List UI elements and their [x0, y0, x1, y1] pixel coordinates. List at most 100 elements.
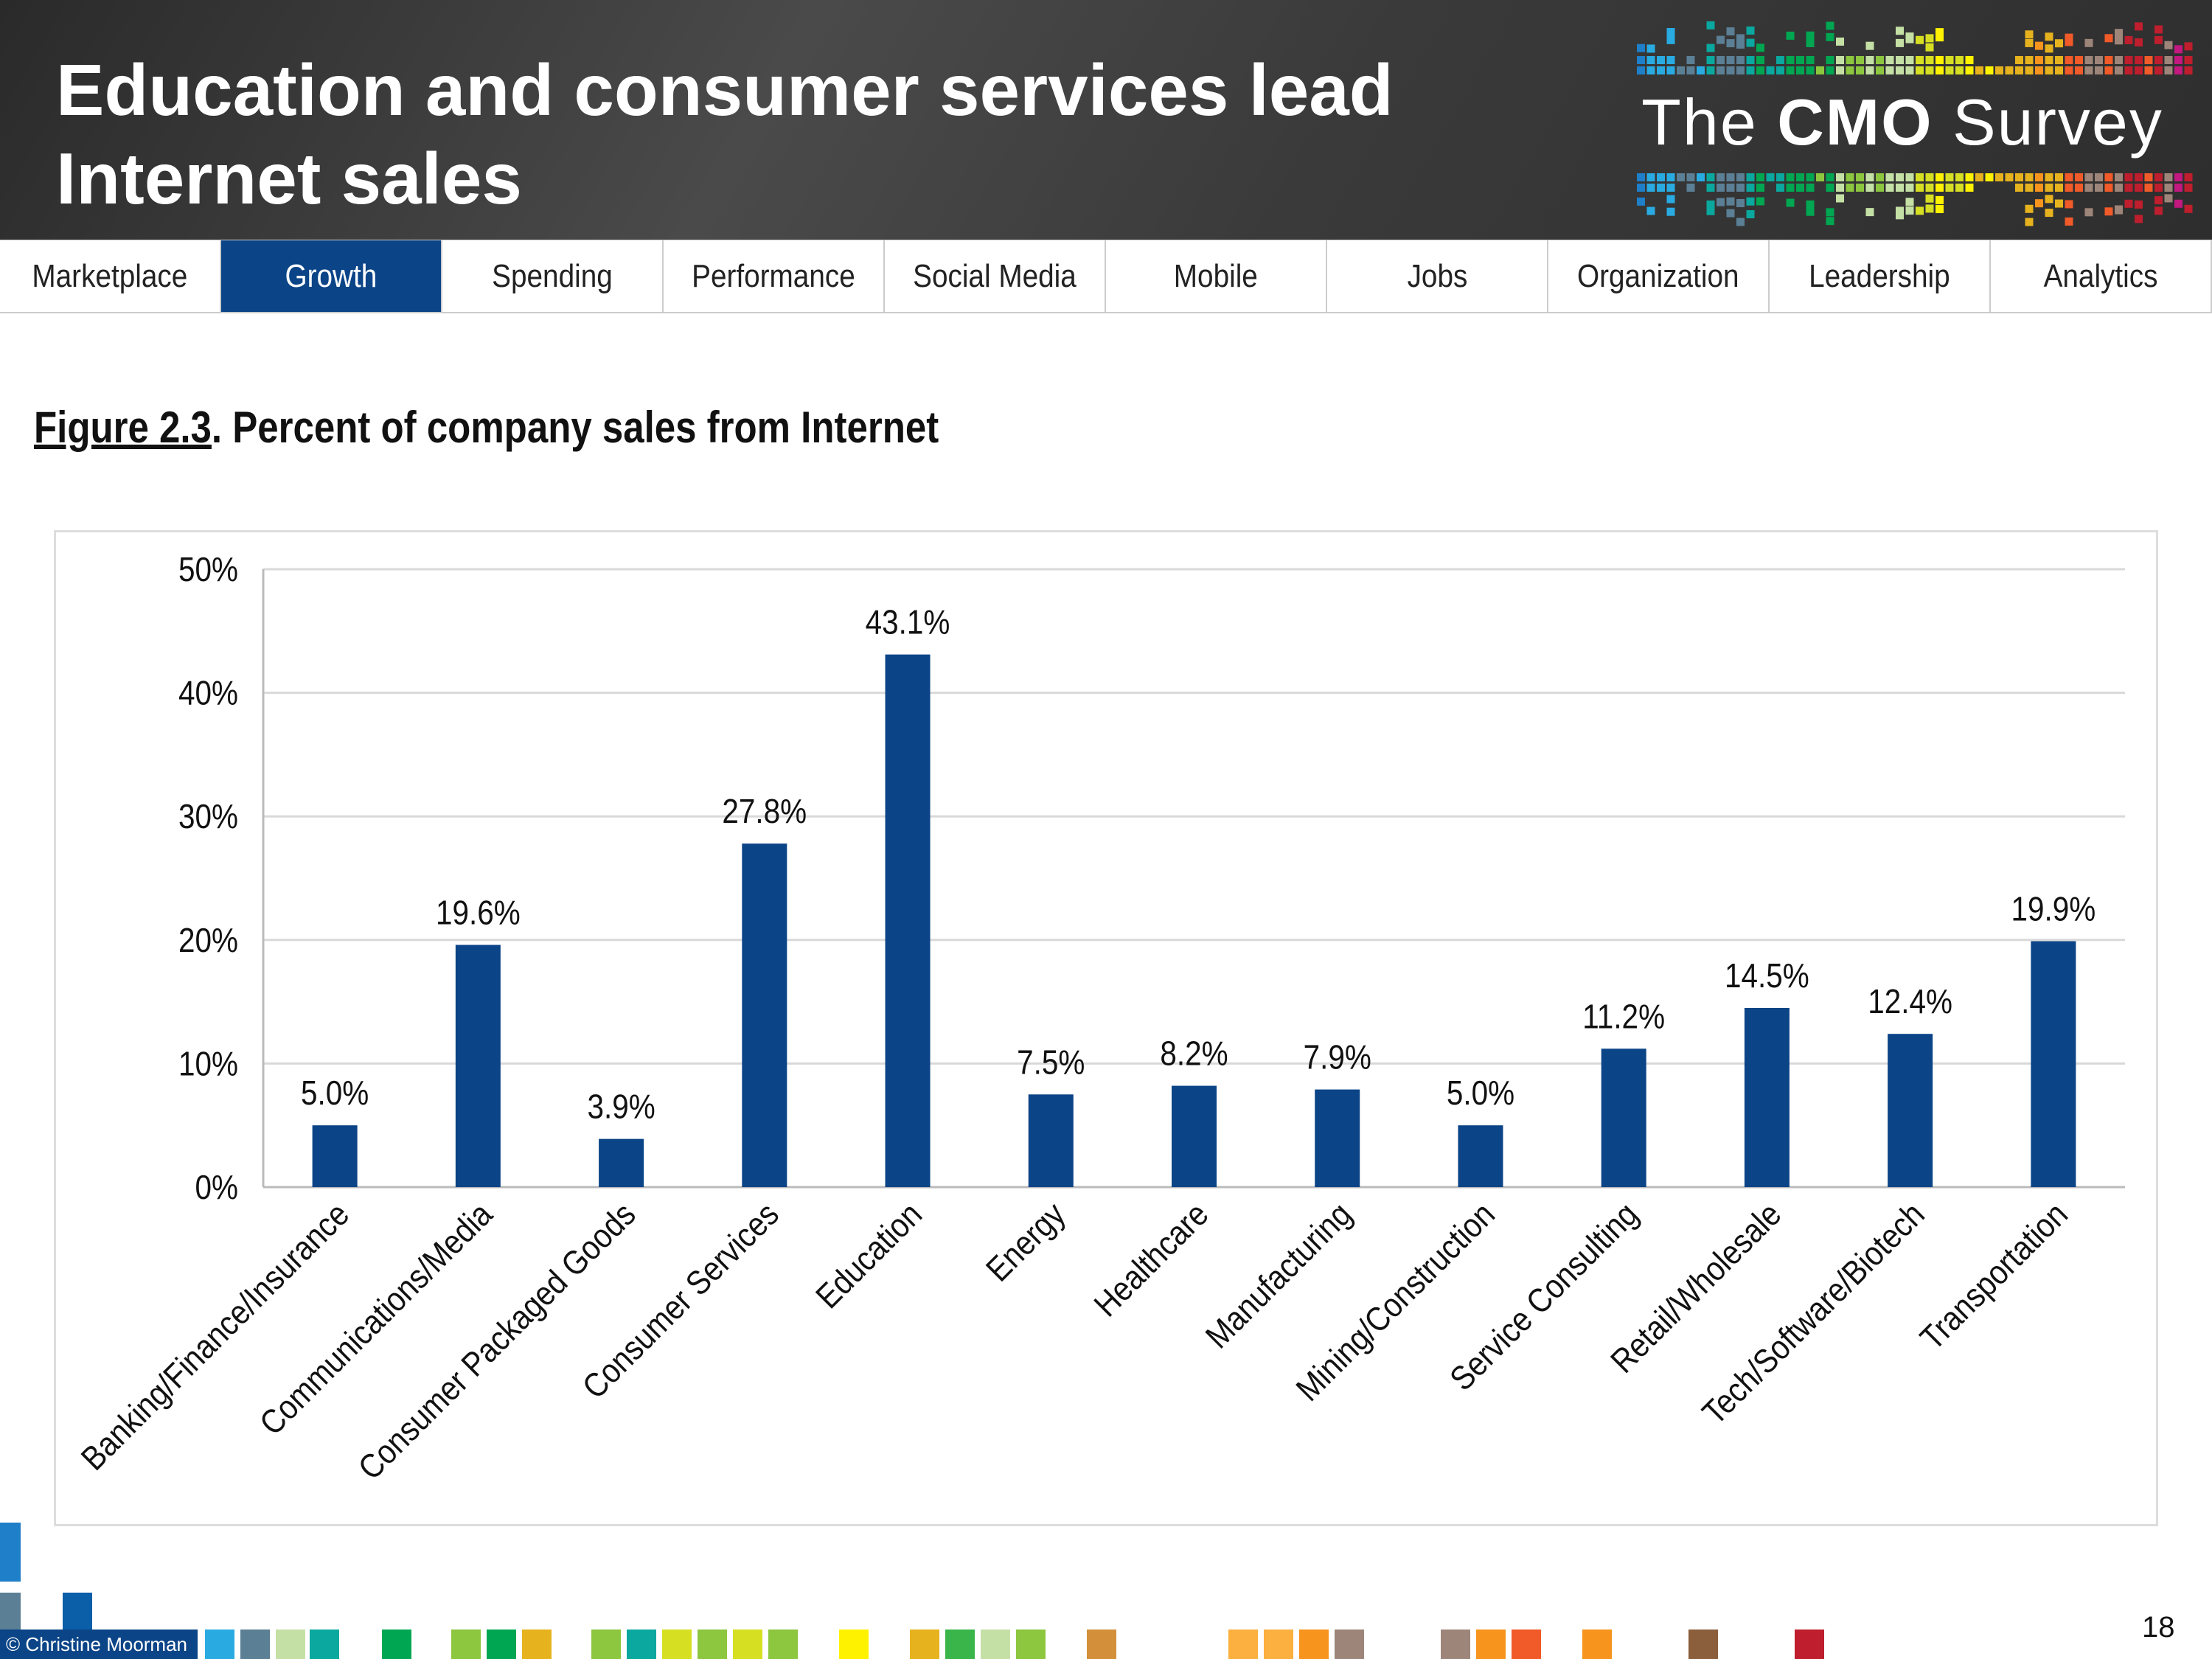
- color-swatch: [981, 1630, 1010, 1659]
- category-label: Banking/Finance/Insurance: [74, 1195, 357, 1478]
- data-label: 7.9%: [1304, 1039, 1371, 1077]
- data-label: 43.1%: [866, 604, 950, 641]
- tab-label: Organization: [1577, 257, 1739, 294]
- color-swatch: [382, 1630, 411, 1659]
- color-swatch: [839, 1630, 869, 1659]
- tab-label: Social Media: [913, 257, 1077, 294]
- data-label: 11.2%: [1582, 998, 1665, 1036]
- color-swatch: [591, 1630, 621, 1659]
- color-swatch: [698, 1630, 727, 1659]
- category-label: Manufacturing: [1199, 1195, 1359, 1355]
- data-label: 5.0%: [1447, 1075, 1514, 1113]
- tab-performance[interactable]: Performance: [664, 240, 885, 312]
- category-label: Healthcare: [1088, 1195, 1216, 1324]
- bar: [742, 844, 787, 1187]
- color-swatch: [627, 1630, 656, 1659]
- bar: [885, 654, 931, 1187]
- data-label: 8.2%: [1160, 1035, 1228, 1073]
- tab-label: Mobile: [1173, 257, 1259, 294]
- color-swatch: [1476, 1630, 1506, 1659]
- color-swatch: [1016, 1630, 1046, 1659]
- tab-label: Marketplace: [32, 257, 188, 294]
- category-label: Education: [809, 1195, 929, 1315]
- category-label: Transportation: [1913, 1195, 2075, 1357]
- tab-label: Growth: [285, 257, 378, 294]
- tab-marketplace[interactable]: Marketplace: [0, 240, 221, 312]
- y-tick-label: 50%: [178, 552, 238, 589]
- color-swatch: [205, 1630, 234, 1659]
- color-swatch: [1582, 1630, 1612, 1659]
- bar: [312, 1125, 358, 1187]
- bar: [1172, 1085, 1217, 1187]
- section-nav: Marketplace Growth Spending Performance Soci…: [0, 240, 2212, 313]
- color-swatch: [1512, 1630, 1541, 1659]
- page-title: Education and consumer services lead Int…: [56, 46, 1394, 223]
- y-tick-label: 20%: [178, 922, 238, 959]
- logo-pixels: [1637, 21, 2193, 226]
- chart-frame: 0% 10% 20% 30% 40% 50% 5.0% Banking/Finance/Ins…: [54, 530, 2158, 1526]
- tab-organization[interactable]: Organization: [1548, 240, 1770, 312]
- cmo-survey-logo: The CMO Survey: [1637, 15, 2197, 229]
- bar: [1028, 1094, 1074, 1187]
- data-label: 3.9%: [587, 1088, 655, 1126]
- bar: [1601, 1048, 1646, 1187]
- y-tick-label: 40%: [178, 675, 238, 712]
- data-label: 27.8%: [722, 793, 807, 831]
- data-label: 14.5%: [1725, 958, 1809, 995]
- color-swatch: [451, 1630, 481, 1659]
- color-swatch: [276, 1630, 305, 1659]
- page-number: 18: [2142, 1611, 2175, 1644]
- y-tick-label: 0%: [195, 1169, 238, 1207]
- color-swatch: [945, 1630, 975, 1659]
- copyright: © Christine Moorman: [0, 1630, 198, 1659]
- bar: [2031, 941, 2076, 1187]
- data-label: 12.4%: [1868, 984, 1952, 1021]
- tab-mobile[interactable]: Mobile: [1106, 240, 1327, 312]
- bar: [599, 1138, 644, 1187]
- color-swatch: [1087, 1630, 1116, 1659]
- tab-spending[interactable]: Spending: [442, 240, 664, 312]
- color-swatch: [1264, 1630, 1293, 1659]
- y-tick-label: 10%: [178, 1046, 238, 1083]
- bar-chart: 0% 10% 20% 30% 40% 50% 5.0% Banking/Finance/Ins…: [74, 552, 2125, 1487]
- color-swatch: [733, 1630, 762, 1659]
- title-line: Internet sales: [56, 138, 522, 219]
- tab-social-media[interactable]: Social Media: [885, 240, 1106, 312]
- color-swatch: [1795, 1630, 1824, 1659]
- tab-label: Spending: [492, 257, 613, 294]
- color-swatch: [910, 1630, 939, 1659]
- tab-jobs[interactable]: Jobs: [1327, 240, 1548, 312]
- tab-leadership[interactable]: Leadership: [1770, 240, 1991, 312]
- color-swatch: [522, 1630, 552, 1659]
- tab-analytics[interactable]: Analytics: [1991, 240, 2212, 312]
- tab-label: Analytics: [2043, 257, 2158, 294]
- header-banner: Education and consumer services lead Int…: [0, 0, 2212, 240]
- category-label: Consumer Packaged Goods: [352, 1195, 643, 1486]
- figure-title: Figure 2.3. Percent of company sales fro…: [34, 403, 939, 452]
- tab-label: Performance: [692, 257, 855, 294]
- bar: [1888, 1034, 1933, 1187]
- color-swatch: [1688, 1630, 1718, 1659]
- bar: [455, 945, 501, 1187]
- y-tick-label: 30%: [178, 799, 238, 836]
- color-swatch: [240, 1630, 270, 1659]
- color-swatch: [1335, 1630, 1364, 1659]
- data-label: 7.5%: [1017, 1044, 1085, 1082]
- color-swatch: [310, 1630, 339, 1659]
- tab-growth[interactable]: Growth: [221, 240, 442, 312]
- tab-label: Jobs: [1407, 257, 1467, 294]
- tab-label: Leadership: [1809, 257, 1950, 294]
- color-swatch: [1299, 1630, 1329, 1659]
- bar: [1315, 1089, 1360, 1187]
- category-label: Energy: [979, 1195, 1073, 1289]
- footer-decoration: [0, 1523, 1824, 1659]
- color-swatch: [1441, 1630, 1470, 1659]
- bar: [1458, 1125, 1503, 1187]
- color-swatch: [487, 1630, 516, 1659]
- color-swatch: [662, 1630, 692, 1659]
- data-label: 5.0%: [301, 1075, 369, 1113]
- title-line: Education and consumer services lead: [56, 49, 1394, 131]
- color-swatch: [1228, 1630, 1258, 1659]
- color-swatch: [768, 1630, 798, 1659]
- data-label: 19.6%: [436, 894, 521, 932]
